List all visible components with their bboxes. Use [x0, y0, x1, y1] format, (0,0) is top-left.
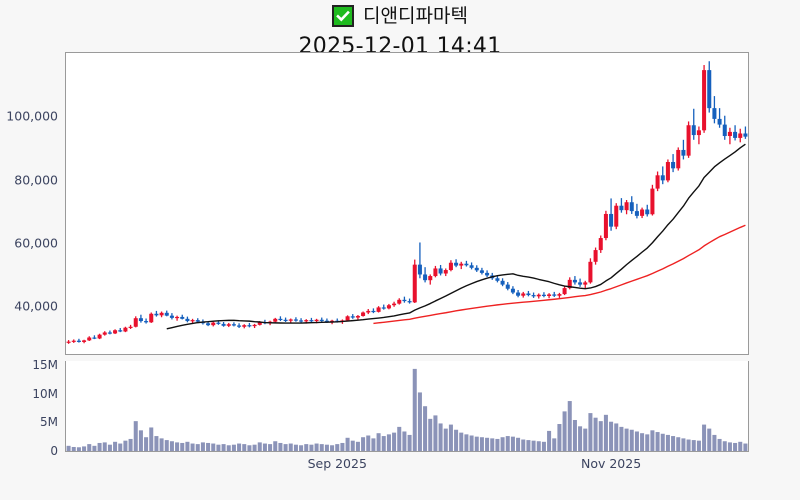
date-axis-tick: Nov 2025 — [580, 456, 642, 471]
volume-axis-tick: 15M — [32, 357, 58, 372]
page-title: 디앤디파마텍 — [363, 5, 468, 27]
volume-panel — [65, 361, 749, 452]
price-axis-tick: 100,000 — [6, 108, 58, 124]
title-row: 디앤디파마텍 — [332, 2, 468, 30]
volume-axis-tick: 0 — [50, 444, 58, 458]
price-axis-tick: 60,000 — [14, 235, 58, 251]
date-axis-tick: Sep 2025 — [307, 456, 367, 471]
volume-axis-tick: 5M — [40, 415, 58, 430]
price-axis-tick: 80,000 — [14, 172, 58, 188]
green-check-icon[interactable] — [332, 5, 355, 27]
price-axis-tick: 40,000 — [14, 298, 58, 314]
volume-axis-tick: 10M — [32, 386, 58, 401]
price-panel — [65, 52, 749, 355]
